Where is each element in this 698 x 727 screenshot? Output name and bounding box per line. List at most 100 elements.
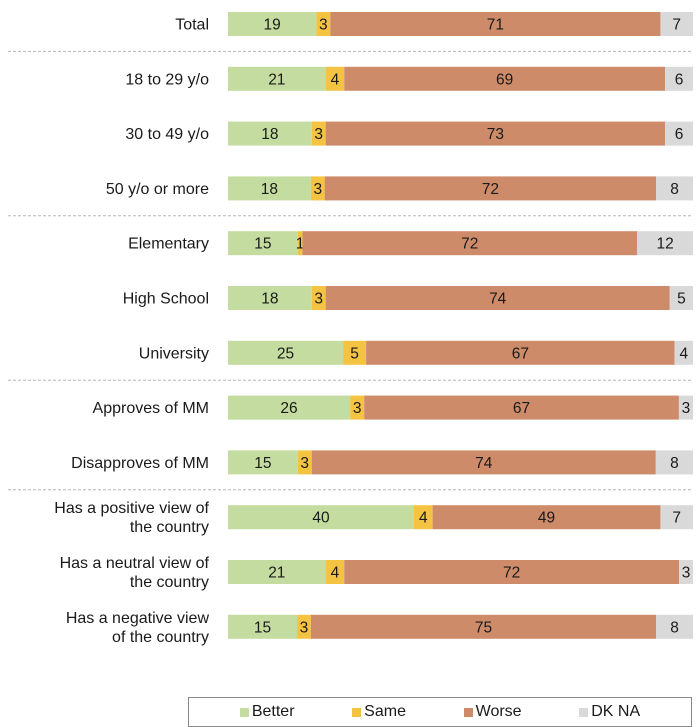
bar-segment-same (414, 505, 433, 530)
bar-segment-better (228, 66, 326, 91)
category-label: Total (175, 17, 209, 34)
category-label: University (139, 345, 209, 362)
bar-segment-worse (344, 560, 680, 584)
bar-segment-better (228, 121, 312, 146)
data-label: 3 (353, 400, 362, 417)
bar-segment-same (297, 614, 311, 639)
legend-swatch (579, 707, 589, 717)
data-label: 3 (314, 291, 323, 308)
bar-segment-better (228, 450, 298, 475)
bar-segment-better (228, 12, 317, 36)
data-label: 72 (461, 236, 478, 253)
data-label: 3 (313, 181, 322, 198)
category-label-line: Total (175, 17, 209, 34)
data-label: 7 (672, 17, 681, 34)
bar-segment-worse (310, 614, 657, 639)
legend-item: Same (352, 703, 406, 721)
data-label: 4 (679, 345, 688, 362)
data-label: 15 (254, 236, 271, 253)
legend-label: Same (364, 703, 406, 720)
data-label: 12 (656, 236, 673, 253)
bar-segment-better (228, 560, 326, 584)
bar-segment-dk-na (660, 12, 693, 36)
bar-segment-same (310, 176, 325, 201)
data-label: 8 (670, 181, 679, 198)
data-label: 73 (487, 126, 504, 143)
bar-segment-dk-na (678, 395, 693, 420)
category-label-line: Has a negative view (66, 610, 210, 627)
stacked-bar-chart: Total 18 to 29 y/o 30 to 49 y/o 50 y/o or m… (8, 12, 693, 646)
data-label: 6 (675, 126, 684, 143)
category-label: Has a positive view of the country (54, 500, 209, 536)
bar-segment-same (350, 395, 365, 420)
data-label: 18 (261, 291, 278, 308)
category-labels: Total 18 to 29 y/o 30 to 49 y/o 50 y/o or m… (54, 17, 209, 646)
bar-segment-dk-na (669, 286, 693, 310)
data-label: 74 (489, 291, 507, 308)
data-label: 15 (254, 619, 271, 636)
category-label-line: the country (130, 574, 209, 591)
category-label-line: 18 to 29 y/o (125, 71, 209, 88)
bar-segment-same (343, 340, 367, 365)
data-label: 3 (319, 17, 328, 34)
bar-segment-same (297, 450, 312, 475)
category-label: Has a neutral view of the country (60, 555, 210, 591)
data-label: 21 (268, 565, 285, 582)
bar-segment-better (228, 286, 312, 310)
data-label: 3 (300, 619, 309, 636)
data-label: 4 (419, 510, 428, 527)
data-label: 67 (513, 400, 530, 417)
bar-segment-same (325, 560, 345, 584)
bar-segment-dk-na (665, 66, 693, 91)
bar-segment-same (297, 231, 303, 256)
data-label: 6 (675, 71, 684, 88)
bar-segment-dk-na (674, 340, 693, 365)
category-label-line: 30 to 49 y/o (125, 126, 209, 143)
category-label: 30 to 49 y/o (125, 126, 209, 143)
bar-segment-better (228, 340, 344, 365)
bar-segment-better (228, 176, 311, 201)
group-separators (8, 50, 693, 491)
category-label-line: Approves of MM (93, 400, 209, 417)
legend-label: Better (251, 703, 295, 720)
category-label: Elementary (128, 236, 209, 253)
data-label: 18 (261, 181, 278, 198)
bar-segment-worse (364, 395, 679, 420)
category-label: 50 y/o or more (106, 181, 209, 198)
data-label: 5 (350, 345, 359, 362)
bar-segment-same (311, 286, 326, 310)
bar-segment-worse (311, 450, 656, 475)
bar-segment-same (311, 121, 326, 146)
bar-segment-same (325, 66, 345, 91)
legend-label: Worse (475, 703, 522, 720)
bar-segment-dk-na (637, 231, 693, 256)
legend-swatch (352, 707, 362, 717)
data-label: 49 (538, 510, 555, 527)
bar-segment-worse (366, 340, 675, 365)
bar-segment-worse (325, 286, 670, 310)
data-label: 8 (670, 455, 679, 472)
data-label: 3 (314, 126, 323, 143)
data-label: 75 (475, 619, 492, 636)
data-label: 5 (677, 291, 686, 308)
data-label: 21 (268, 71, 285, 88)
legend: Better Same Worse DK NA (188, 697, 692, 727)
bar-segment-worse (344, 66, 666, 91)
bar-segment-dk-na (665, 121, 693, 146)
bar-segment-dk-na (679, 560, 693, 584)
data-label: 25 (277, 345, 294, 362)
bar-segment-same (316, 12, 331, 36)
bar-segment-worse (325, 121, 666, 146)
legend-item: Better (239, 703, 295, 721)
data-label: 4 (331, 565, 340, 582)
data-label: 8 (670, 619, 679, 636)
data-label: 72 (482, 181, 499, 198)
category-label: Has a negative view of the country (66, 610, 210, 646)
category-label-line: Has a neutral view of (60, 555, 210, 572)
category-label: High School (123, 291, 209, 308)
bar-segment-better (228, 505, 414, 530)
category-label-line: Disapproves of MM (71, 455, 209, 472)
bar-segment-better (228, 231, 298, 256)
bar-segment-worse (324, 176, 657, 201)
